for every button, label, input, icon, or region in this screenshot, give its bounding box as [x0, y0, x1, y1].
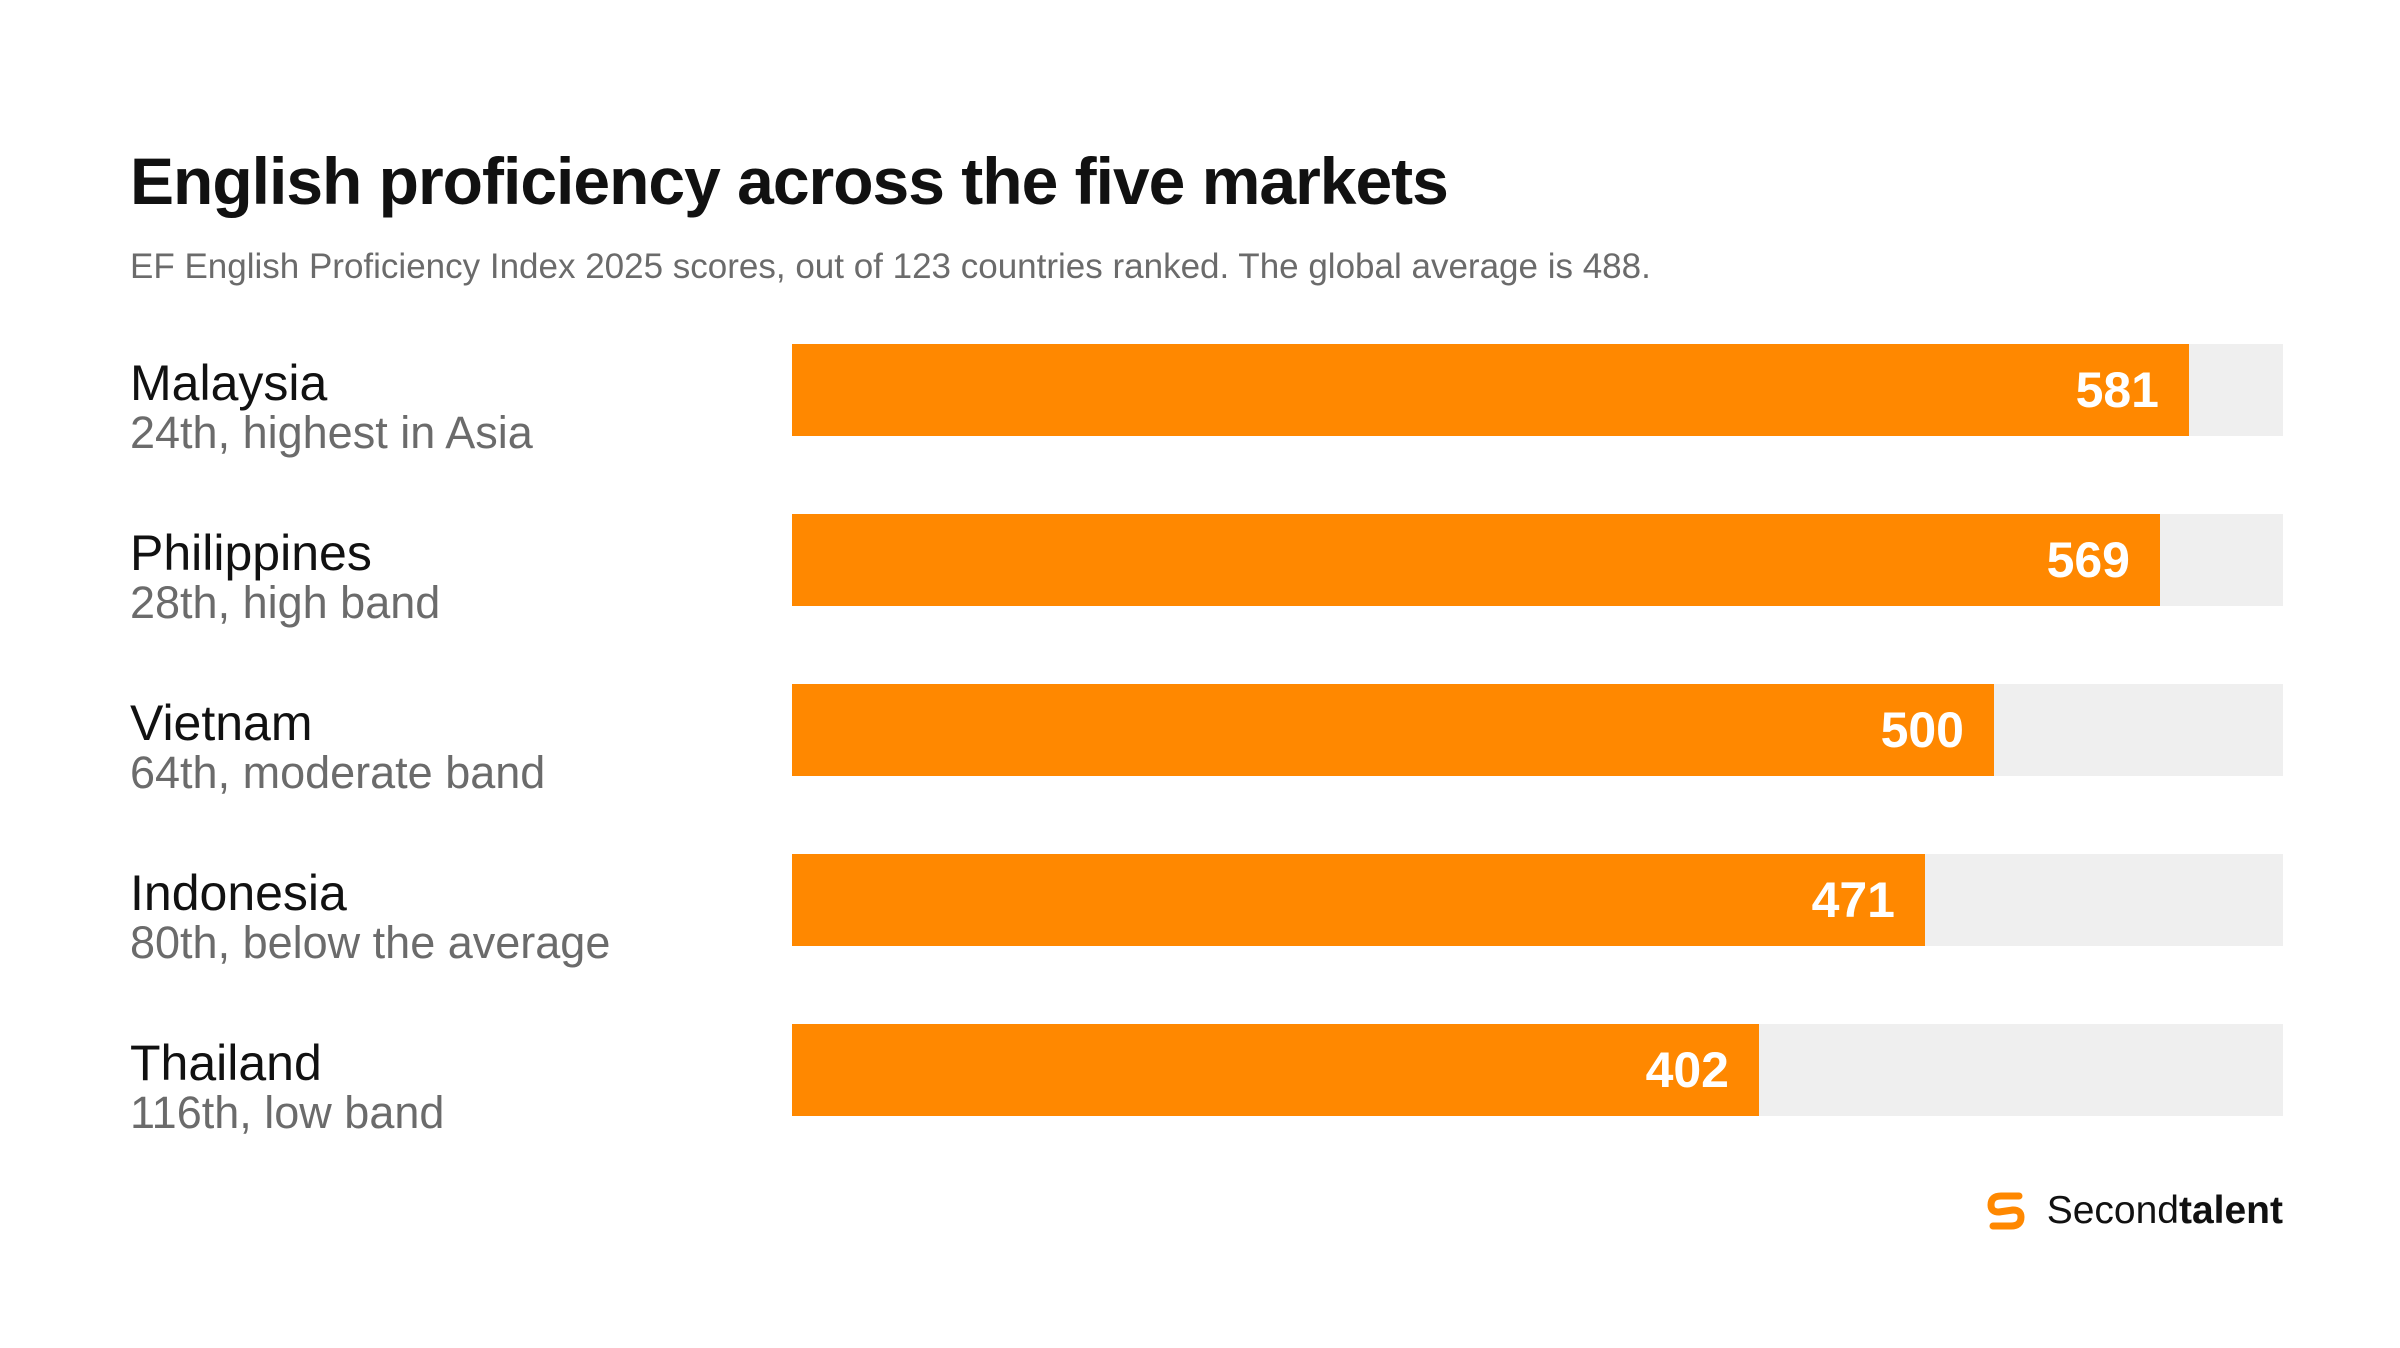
data-label: 500 [1880, 702, 1964, 758]
data-label: 402 [1645, 1042, 1729, 1098]
category-detail: 24th, highest in Asia [130, 407, 533, 458]
category-detail: 64th, moderate band [130, 747, 546, 798]
category-label: Philippines [130, 525, 372, 581]
category-label: Indonesia [130, 865, 347, 921]
brand-name: Secondtalent [2047, 1189, 2283, 1233]
bar: 581 [792, 344, 2189, 436]
chart-row: Philippines 28th, high band 569 [0, 514, 2400, 644]
chart-subtitle: EF English Proficiency Index 2025 scores… [130, 247, 1651, 286]
bar-track: 402 [792, 1024, 2283, 1116]
category-detail: 116th, low band [130, 1087, 445, 1138]
data-label: 569 [2046, 532, 2130, 588]
bar: 471 [792, 854, 1925, 946]
bar-track: 581 [792, 344, 2283, 436]
chart-row: Malaysia 24th, highest in Asia 581 [0, 344, 2400, 474]
data-label: 581 [2075, 362, 2159, 418]
bar: 500 [792, 684, 1994, 776]
bar-track: 569 [792, 514, 2283, 606]
brand-name-bold: talent [2178, 1189, 2283, 1232]
chart-row: Thailand 116th, low band 402 [0, 1024, 2400, 1154]
chart-row: Vietnam 64th, moderate band 500 [0, 684, 2400, 814]
category-label: Malaysia [130, 355, 328, 411]
chart-title: English proficiency across the five mark… [130, 144, 1449, 218]
category-label: Vietnam [130, 695, 313, 751]
bar-track: 471 [792, 854, 2283, 946]
brand-name-regular: Second [2046, 1189, 2179, 1232]
chart-row: Indonesia 80th, below the average 471 [0, 854, 2400, 984]
bar: 402 [792, 1024, 1759, 1116]
bar-track: 500 [792, 684, 2283, 776]
secondtalent-logo-icon [1987, 1192, 2025, 1230]
brand-logo: Secondtalent [1979, 1185, 2283, 1237]
category-label: Thailand [130, 1035, 322, 1091]
category-detail: 80th, below the average [130, 917, 611, 968]
data-label: 471 [1811, 872, 1895, 928]
category-detail: 28th, high band [130, 577, 441, 628]
bar: 569 [792, 514, 2160, 606]
